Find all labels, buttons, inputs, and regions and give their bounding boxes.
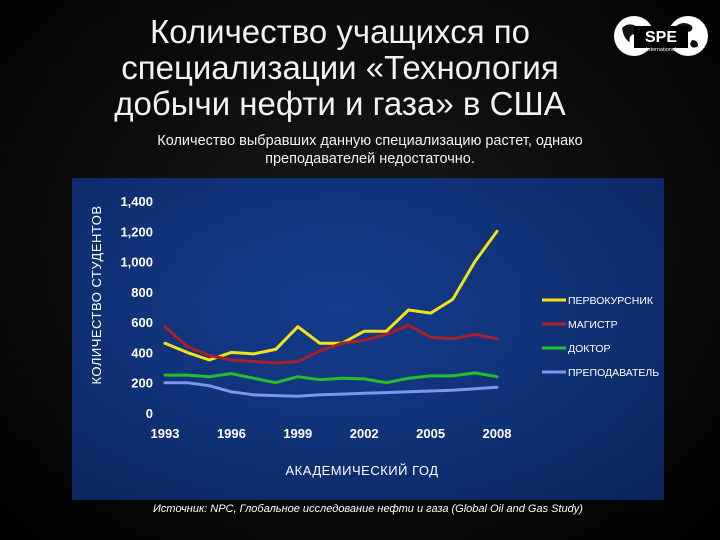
x-tick-label: 2008 xyxy=(483,426,512,441)
x-tick-label: 1993 xyxy=(151,426,180,441)
logo-band xyxy=(634,26,688,48)
x-tick-label: 2002 xyxy=(350,426,379,441)
chart-panel: 0 200 400 600 800 1,000 1,200 1,400 1993 1996 199… xyxy=(72,178,664,500)
x-tick-label: 2005 xyxy=(416,426,445,441)
y-tick-label: 1,400 xyxy=(120,194,153,209)
y-tick-label: 600 xyxy=(131,315,153,330)
legend-label: ДОКТОР xyxy=(568,343,611,355)
series-line xyxy=(163,323,499,365)
y-axis-title: КОЛИЧЕСТВО СТУДЕНТОВ xyxy=(89,205,104,384)
y-tick-label: 1,200 xyxy=(120,224,153,239)
x-tick-label: 1996 xyxy=(217,426,246,441)
legend-label: ПЕРВОКУРСНИК xyxy=(568,295,654,307)
series-lines xyxy=(163,229,499,398)
series-line xyxy=(163,381,499,398)
legend: ПЕРВОКУРСНИК МАГИСТР ДОКТОР ПРЕПОДАВАТЕЛЬ xyxy=(542,295,659,379)
logo-text: SPE xyxy=(645,29,677,46)
series-line xyxy=(163,371,499,385)
series-line xyxy=(163,229,499,362)
legend-label: МАГИСТР xyxy=(568,319,618,331)
y-tick-label: 0 xyxy=(146,406,153,421)
y-tick-label: 200 xyxy=(131,376,153,391)
y-tick-label: 800 xyxy=(131,285,153,300)
x-tick-label: 1999 xyxy=(283,426,312,441)
y-tick-label: 400 xyxy=(131,345,153,360)
y-tick-labels: 0 200 400 600 800 1,000 1,200 1,400 xyxy=(120,194,153,421)
slide-subtitle: Количество выбравших данную специализаци… xyxy=(157,133,583,167)
legend-label: ПРЕПОДАВАТЕЛЬ xyxy=(568,367,659,379)
y-tick-label: 1,000 xyxy=(120,255,153,270)
slide-title: Количество учащихся по специализации «Те… xyxy=(114,13,566,122)
source-note: Источник: NPC, Глобальное исследование н… xyxy=(153,503,583,515)
x-tick-labels: 1993 1996 1999 2002 2005 2008 xyxy=(151,426,512,441)
spe-logo: SPE International xyxy=(614,16,708,56)
logo-subtext: International xyxy=(646,47,676,53)
x-axis-title: АКАДЕМИЧЕСКИЙ ГОД xyxy=(285,463,438,478)
